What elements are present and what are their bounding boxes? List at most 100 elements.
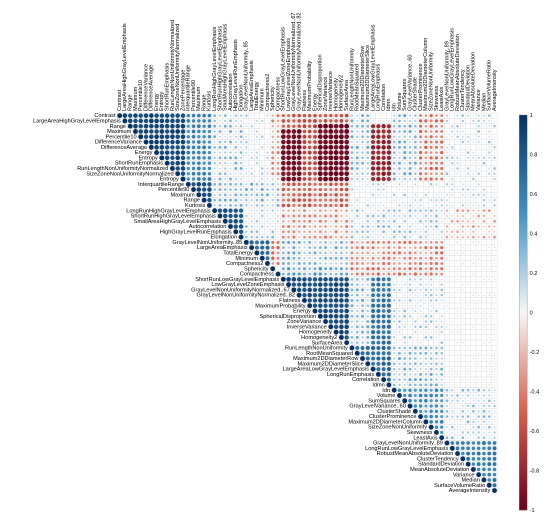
correlation-point — [467, 357, 469, 360]
correlation-point — [292, 203, 296, 208]
correlation-point — [457, 336, 459, 338]
correlation-point — [419, 294, 422, 296]
correlation-point — [224, 140, 227, 144]
correlation-point — [297, 261, 301, 265]
correlation-point — [233, 208, 238, 213]
correlation-point — [313, 272, 317, 276]
correlation-point — [361, 209, 364, 212]
correlation-point — [370, 124, 376, 129]
correlation-point — [414, 225, 417, 228]
correlation-point — [307, 298, 312, 303]
correlation-point — [350, 251, 354, 255]
correlation-point — [477, 399, 480, 402]
correlation-point — [276, 151, 280, 155]
correlation-point — [344, 150, 350, 155]
correlation-point — [467, 316, 469, 317]
correlation-point — [456, 162, 459, 165]
correlation-point — [366, 251, 370, 255]
correlation-point — [202, 177, 206, 181]
correlation-point — [302, 134, 307, 139]
correlation-point — [434, 404, 439, 408]
correlation-point — [382, 225, 386, 228]
correlation-point — [456, 389, 459, 391]
correlation-point — [317, 313, 323, 319]
correlation-point — [260, 209, 264, 212]
correlation-point — [445, 183, 449, 186]
correlation-point — [493, 378, 496, 381]
correlation-point — [462, 384, 464, 386]
correlation-point — [456, 219, 459, 223]
correlation-point — [493, 331, 496, 333]
correlation-point — [355, 341, 359, 344]
correlation-point — [186, 134, 191, 139]
correlation-point — [477, 193, 480, 197]
correlation-point — [324, 225, 327, 228]
correlation-point — [398, 262, 401, 265]
correlation-point — [478, 279, 479, 280]
correlation-point — [366, 267, 370, 271]
correlation-point — [340, 262, 343, 265]
correlation-point — [441, 225, 443, 228]
correlation-point — [398, 167, 401, 170]
correlation-point — [392, 241, 396, 244]
correlation-point — [472, 299, 475, 302]
correlation-point — [403, 393, 407, 398]
correlation-point — [445, 394, 449, 397]
correlation-point — [318, 187, 322, 192]
correlation-point — [446, 268, 448, 270]
correlation-point — [445, 172, 449, 176]
correlation-point — [313, 182, 317, 186]
correlation-point — [466, 167, 470, 170]
correlation-point — [355, 167, 359, 170]
correlation-point — [409, 225, 412, 228]
correlation-point — [164, 150, 170, 155]
correlation-point — [312, 303, 318, 308]
correlation-point — [138, 113, 143, 118]
correlation-point — [398, 236, 401, 238]
correlation-point — [418, 267, 423, 271]
correlation-point — [392, 124, 396, 128]
correlation-point — [493, 326, 496, 328]
correlation-point — [386, 351, 391, 356]
correlation-point — [398, 325, 401, 328]
correlation-point — [191, 145, 196, 150]
correlation-point — [276, 245, 280, 250]
correlation-point — [456, 130, 459, 133]
correlation-point — [392, 130, 396, 133]
correlation-point — [393, 336, 396, 339]
correlation-point — [409, 304, 411, 307]
correlation-point — [370, 139, 376, 145]
correlation-point — [488, 289, 490, 291]
correlation-point — [462, 167, 464, 170]
correlation-point — [334, 256, 338, 260]
correlation-point — [424, 140, 428, 144]
correlation-point — [493, 146, 496, 149]
correlation-point — [345, 256, 349, 260]
correlation-point — [280, 155, 286, 161]
correlation-point — [276, 198, 280, 202]
correlation-point — [207, 119, 212, 123]
correlation-point — [429, 357, 433, 360]
correlation-point — [424, 325, 428, 329]
correlation-point — [355, 330, 359, 334]
correlation-point — [472, 209, 475, 212]
correlation-point — [408, 114, 412, 117]
correlation-point — [291, 129, 297, 134]
correlation-point — [393, 320, 396, 323]
correlation-point — [350, 124, 354, 128]
correlation-point — [393, 114, 396, 117]
correlation-point — [361, 167, 364, 170]
correlation-point — [408, 336, 412, 339]
correlation-point — [313, 225, 317, 228]
correlation-point — [239, 140, 243, 144]
correlation-point — [234, 119, 237, 122]
correlation-point — [313, 209, 317, 212]
correlation-point — [446, 347, 448, 349]
correlation-point — [361, 204, 364, 206]
correlation-point — [266, 204, 269, 207]
correlation-point — [233, 224, 239, 229]
correlation-point — [397, 251, 402, 255]
correlation-point — [377, 188, 380, 191]
correlation-point — [344, 292, 349, 298]
correlation-point — [440, 220, 443, 223]
